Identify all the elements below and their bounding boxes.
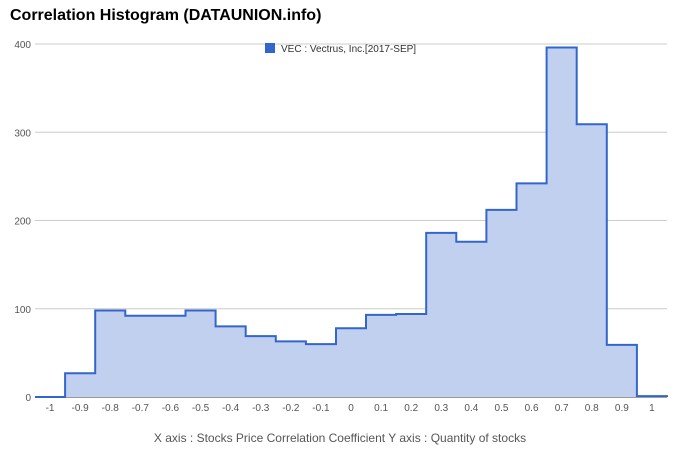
histogram-bin[interactable] [607,345,637,397]
histogram-bin[interactable] [95,311,125,397]
histogram-bin[interactable] [396,314,426,397]
histogram-bin[interactable] [547,48,577,397]
y-tick-label: 100 [14,305,31,316]
histogram-bin[interactable] [155,316,185,397]
x-tick-label: -0.4 [222,403,240,414]
x-tick-label: 0.4 [464,403,478,414]
x-tick-label: 0.9 [615,403,629,414]
legend: VEC : Vectrus, Inc.[2017-SEP] [265,43,416,55]
x-tick-label: -0.1 [312,403,330,414]
x-tick-label: 0.5 [495,403,509,414]
histogram-bin[interactable] [306,344,336,397]
x-tick-label: -0.6 [162,403,180,414]
histogram-bin[interactable] [517,183,547,397]
x-tick-label: 1 [649,403,655,414]
x-tick-label: -0.5 [192,403,210,414]
histogram-bin[interactable] [637,396,667,397]
y-tick-label: 200 [14,217,31,228]
histogram-bin[interactable] [486,210,516,397]
histogram-bin[interactable] [246,336,276,397]
x-tick-label: 0 [348,403,354,414]
x-tick-label: 0.6 [525,403,539,414]
chart-title: Correlation Histogram (DATAUNION.info) [10,7,322,24]
x-tick-label: 0.1 [374,403,388,414]
series-line [35,46,668,398]
x-tick-label: -0.9 [72,403,90,414]
x-tick-label: -0.8 [102,403,120,414]
series-area-fill [35,47,667,397]
histogram-bin[interactable] [185,311,215,397]
y-tick-label: 0 [25,393,31,404]
histogram-bin[interactable] [426,233,456,397]
x-tick-label: 0.2 [404,403,418,414]
x-tick-label: -0.7 [132,403,150,414]
x-tick-label: 0.3 [434,403,448,414]
x-tick-label: 0.8 [585,403,599,414]
y-axis-tick-labels: 0 100 200 300 400 [14,40,31,404]
histogram-bin[interactable] [216,326,246,397]
histogram-bin[interactable] [456,242,486,397]
histogram-bin[interactable] [65,373,95,397]
x-axis-label: X axis : Stocks Price Correlation Coeffi… [153,431,527,445]
histogram-bin[interactable] [336,328,366,397]
x-tick-label: -1 [46,403,55,414]
histogram-bin[interactable] [125,316,155,397]
legend-swatch [265,43,275,53]
x-axis-tick-labels: -1 -0.9 -0.8 -0.7 -0.6 -0.5 -0.4 -0.3 -0.2 -0.1 0 0… [46,403,656,414]
x-tick-label: 0.7 [555,403,569,414]
y-tick-label: 300 [14,128,31,139]
histogram-bin[interactable] [276,341,306,397]
series-group [35,46,668,398]
histogram-bin[interactable] [366,315,396,397]
histogram-bin[interactable] [577,124,607,397]
x-tick-label: -0.3 [252,403,270,414]
legend-label: VEC : Vectrus, Inc.[2017-SEP] [281,44,416,55]
y-tick-label: 400 [14,40,31,51]
x-tick-label: -0.2 [282,403,300,414]
